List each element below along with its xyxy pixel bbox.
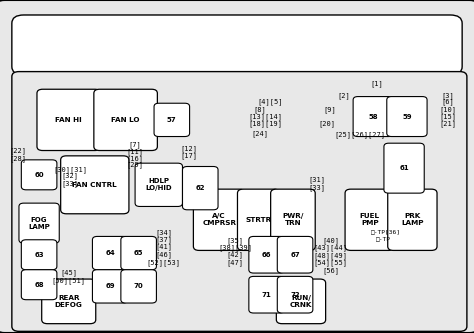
Text: [15]: [15] bbox=[439, 113, 456, 120]
Text: 65: 65 bbox=[134, 250, 144, 256]
Text: [24]: [24] bbox=[251, 130, 268, 137]
Text: [9]: [9] bbox=[323, 106, 336, 113]
Text: [21]: [21] bbox=[439, 121, 456, 127]
FancyBboxPatch shape bbox=[353, 97, 393, 137]
Text: [34]: [34] bbox=[155, 229, 172, 236]
Text: [35]: [35] bbox=[227, 237, 244, 244]
Text: [48][49]: [48][49] bbox=[313, 252, 347, 259]
Text: [13][14]: [13][14] bbox=[248, 113, 283, 120]
Text: [56]: [56] bbox=[322, 267, 339, 274]
Text: [54][55]: [54][55] bbox=[313, 260, 347, 266]
Text: [8]: [8] bbox=[254, 106, 266, 113]
Text: FAN LO: FAN LO bbox=[111, 117, 140, 123]
Text: STRTR: STRTR bbox=[246, 217, 272, 223]
Text: [37]: [37] bbox=[155, 236, 172, 243]
Text: [3]: [3] bbox=[442, 92, 454, 99]
FancyBboxPatch shape bbox=[384, 143, 424, 193]
Text: [32]: [32] bbox=[62, 172, 79, 179]
Text: [1]: [1] bbox=[371, 80, 383, 87]
Text: 63: 63 bbox=[34, 252, 44, 258]
Text: [38][39]: [38][39] bbox=[218, 244, 252, 251]
Text: 61: 61 bbox=[399, 165, 409, 171]
FancyBboxPatch shape bbox=[37, 89, 100, 151]
Text: PWR/
TRN: PWR/ TRN bbox=[282, 213, 304, 226]
Text: [30][31]: [30][31] bbox=[53, 166, 87, 172]
Text: 66: 66 bbox=[262, 252, 272, 258]
FancyBboxPatch shape bbox=[387, 97, 427, 137]
FancyBboxPatch shape bbox=[276, 279, 326, 324]
Text: [20]: [20] bbox=[319, 121, 336, 127]
FancyBboxPatch shape bbox=[121, 270, 156, 303]
FancyBboxPatch shape bbox=[345, 189, 394, 250]
Text: [7]: [7] bbox=[129, 142, 141, 148]
Text: [10]: [10] bbox=[439, 106, 456, 113]
Text: 62: 62 bbox=[195, 185, 205, 191]
FancyBboxPatch shape bbox=[12, 72, 467, 331]
FancyBboxPatch shape bbox=[21, 240, 57, 270]
Text: [6]: [6] bbox=[442, 99, 454, 105]
FancyBboxPatch shape bbox=[61, 156, 129, 214]
Text: [45]: [45] bbox=[60, 270, 77, 276]
FancyBboxPatch shape bbox=[388, 189, 437, 250]
Text: [25][26][27]: [25][26][27] bbox=[335, 132, 386, 138]
Text: PRK
LAMP: PRK LAMP bbox=[401, 213, 424, 226]
Text: [31]: [31] bbox=[308, 176, 325, 183]
FancyBboxPatch shape bbox=[12, 15, 462, 75]
Text: 58: 58 bbox=[368, 114, 378, 120]
Text: RUN/
CRNK: RUN/ CRNK bbox=[290, 295, 312, 308]
FancyBboxPatch shape bbox=[237, 189, 280, 250]
Text: [50][51]: [50][51] bbox=[52, 277, 86, 284]
Text: HDLP
LO/HID: HDLP LO/HID bbox=[146, 178, 172, 191]
Text: [28]: [28] bbox=[9, 155, 27, 162]
FancyBboxPatch shape bbox=[193, 189, 245, 250]
FancyBboxPatch shape bbox=[249, 236, 284, 273]
Text: 68: 68 bbox=[34, 282, 44, 288]
Text: 64: 64 bbox=[105, 250, 115, 256]
FancyBboxPatch shape bbox=[154, 103, 190, 137]
Text: 71: 71 bbox=[262, 292, 272, 298]
FancyBboxPatch shape bbox=[19, 203, 59, 243]
Text: [33]: [33] bbox=[62, 180, 79, 186]
Text: [41]: [41] bbox=[155, 244, 172, 250]
FancyBboxPatch shape bbox=[135, 163, 182, 206]
FancyBboxPatch shape bbox=[277, 276, 313, 313]
Text: [47]: [47] bbox=[227, 259, 244, 266]
Text: [4][5]: [4][5] bbox=[257, 99, 283, 105]
Text: FAN CNTRL: FAN CNTRL bbox=[73, 182, 117, 188]
FancyBboxPatch shape bbox=[42, 279, 96, 324]
FancyBboxPatch shape bbox=[92, 270, 128, 303]
Text: [52][53]: [52][53] bbox=[146, 259, 181, 266]
Text: 60: 60 bbox=[34, 172, 44, 178]
FancyBboxPatch shape bbox=[121, 236, 156, 270]
Text: 67: 67 bbox=[290, 252, 300, 258]
FancyBboxPatch shape bbox=[94, 89, 157, 151]
Text: [16]: [16] bbox=[127, 155, 144, 162]
Text: 69: 69 bbox=[105, 283, 115, 289]
Text: 59: 59 bbox=[402, 114, 412, 120]
Text: [18][19]: [18][19] bbox=[248, 121, 283, 127]
FancyBboxPatch shape bbox=[249, 276, 284, 313]
Text: [40]: [40] bbox=[322, 237, 339, 244]
FancyBboxPatch shape bbox=[21, 160, 57, 190]
Text: 72: 72 bbox=[290, 292, 300, 298]
FancyBboxPatch shape bbox=[182, 166, 218, 210]
Text: [2]: [2] bbox=[337, 92, 350, 99]
Text: FAN HI: FAN HI bbox=[55, 117, 82, 123]
Text: FOG
LAMP: FOG LAMP bbox=[28, 216, 50, 230]
Text: [11]: [11] bbox=[127, 148, 144, 155]
Text: [12]: [12] bbox=[180, 145, 197, 152]
Text: REAR
DEFOG: REAR DEFOG bbox=[55, 295, 82, 308]
Text: 70: 70 bbox=[134, 283, 144, 289]
Text: [33]: [33] bbox=[308, 184, 325, 190]
Text: A/C
CMPRSR: A/C CMPRSR bbox=[202, 213, 236, 226]
FancyBboxPatch shape bbox=[277, 236, 313, 273]
Text: [42]: [42] bbox=[227, 252, 244, 258]
FancyBboxPatch shape bbox=[92, 236, 128, 270]
Text: □-TP[36]: □-TP[36] bbox=[371, 229, 401, 234]
Text: [22]: [22] bbox=[9, 147, 27, 154]
Text: □-TP: □-TP bbox=[375, 236, 391, 241]
Text: [17]: [17] bbox=[180, 152, 197, 159]
FancyBboxPatch shape bbox=[21, 270, 57, 300]
Text: [29]: [29] bbox=[127, 162, 144, 168]
